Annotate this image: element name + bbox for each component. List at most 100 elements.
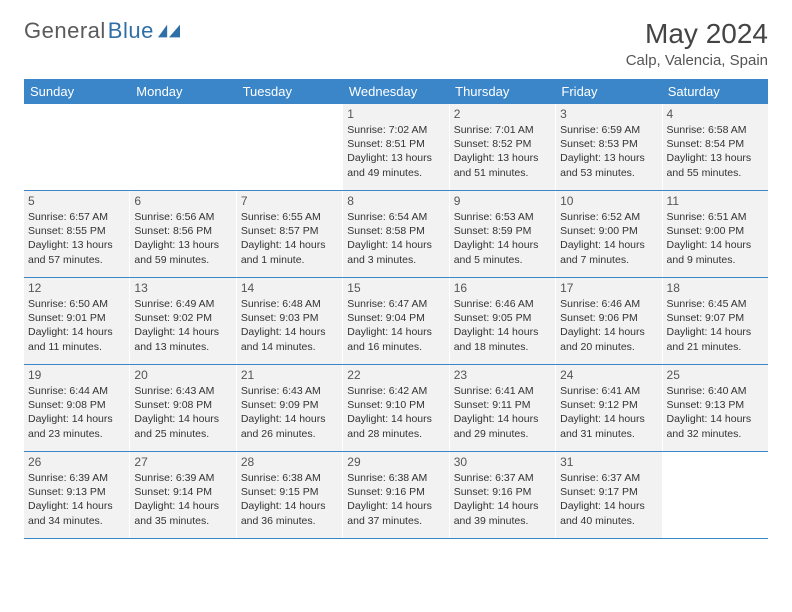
sunset-text: Sunset: 8:58 PM [347, 224, 444, 238]
daylight-text: Daylight: 14 hours and 23 minutes. [28, 412, 125, 440]
day-cell: 22Sunrise: 6:42 AMSunset: 9:10 PMDayligh… [343, 365, 449, 451]
weekday-header: Friday [555, 79, 661, 104]
day-cell: 20Sunrise: 6:43 AMSunset: 9:08 PMDayligh… [130, 365, 236, 451]
daylight-text: Daylight: 14 hours and 32 minutes. [667, 412, 764, 440]
weekday-header-row: SundayMondayTuesdayWednesdayThursdayFrid… [24, 79, 768, 104]
day-number: 15 [347, 281, 444, 295]
day-cell: 19Sunrise: 6:44 AMSunset: 9:08 PMDayligh… [24, 365, 130, 451]
daylight-text: Daylight: 13 hours and 59 minutes. [134, 238, 231, 266]
day-number: 13 [134, 281, 231, 295]
sunset-text: Sunset: 9:12 PM [560, 398, 657, 412]
day-number: 2 [454, 107, 551, 121]
sunrise-text: Sunrise: 6:54 AM [347, 210, 444, 224]
calendar: SundayMondayTuesdayWednesdayThursdayFrid… [24, 79, 768, 539]
day-number: 22 [347, 368, 444, 382]
day-number: 19 [28, 368, 125, 382]
daylight-text: Daylight: 14 hours and 35 minutes. [134, 499, 231, 527]
day-number: 27 [134, 455, 231, 469]
sunset-text: Sunset: 8:54 PM [667, 137, 764, 151]
brand-text-1: General [24, 18, 106, 44]
sunset-text: Sunset: 9:05 PM [454, 311, 551, 325]
sunrise-text: Sunrise: 6:57 AM [28, 210, 125, 224]
sunrise-text: Sunrise: 6:59 AM [560, 123, 657, 137]
daylight-text: Daylight: 14 hours and 36 minutes. [241, 499, 338, 527]
day-cell: 4Sunrise: 6:58 AMSunset: 8:54 PMDaylight… [663, 104, 768, 190]
sunrise-text: Sunrise: 6:38 AM [241, 471, 338, 485]
week-row: 26 Sunrise: 6:39 AM Sunset: 9:13 PM Dayligh… [24, 452, 768, 539]
sunrise-text: Sunrise: 6:39 AM [134, 471, 231, 485]
sunrise-text: Sunrise: 7:02 AM [347, 123, 444, 137]
sunset-text: Sunset: 9:13 PM [667, 398, 764, 412]
sunset-text: Sunset: 8:53 PM [560, 137, 657, 151]
weekday-header: Tuesday [237, 79, 343, 104]
day-number: 21 [241, 368, 338, 382]
sunset-text: Sunset: 9:07 PM [667, 311, 764, 325]
sunset-text: Sunset: 9:01 PM [28, 311, 125, 325]
sunrise-text: Sunrise: 6:38 AM [347, 471, 444, 485]
day-number: 26 [28, 455, 125, 469]
daylight-text: Daylight: 14 hours and 39 minutes. [454, 499, 551, 527]
day-number: 23 [454, 368, 551, 382]
sunrise-text: Sunrise: 6:46 AM [454, 297, 551, 311]
header: GeneralBlue May 2024 Calp, Valencia, Spa… [24, 18, 768, 69]
day-cell: 16Sunrise: 6:46 AMSunset: 9:05 PMDayligh… [450, 278, 556, 364]
sunrise-text: Sunrise: 6:42 AM [347, 384, 444, 398]
sunset-text: Sunset: 9:08 PM [28, 398, 125, 412]
brand-text-2: Blue [108, 18, 154, 44]
daylight-text: Daylight: 13 hours and 49 minutes. [347, 151, 444, 179]
day-number: 28 [241, 455, 338, 469]
day-cell: 27 Sunrise: 6:39 AMSunset: 9:14 PMDayligh… [130, 452, 236, 538]
day-cell: 11Sunrise: 6:51 AMSunset: 9:00 PMDayligh… [663, 191, 768, 277]
day-cell [663, 452, 768, 538]
daylight-text: Daylight: 14 hours and 16 minutes. [347, 325, 444, 353]
sunset-text: Sunset: 9:11 PM [454, 398, 551, 412]
sunset-text: Sunset: 8:51 PM [347, 137, 444, 151]
sunset-text: Sunset: 9:08 PM [134, 398, 231, 412]
daylight-text: Daylight: 14 hours and 31 minutes. [560, 412, 657, 440]
day-cell: 24Sunrise: 6:41 AMSunset: 9:12 PMDayligh… [556, 365, 662, 451]
sunrise-text: Sunrise: 6:40 AM [667, 384, 764, 398]
sunrise-text: Sunrise: 6:41 AM [454, 384, 551, 398]
sunrise-text: Sunrise: 6:49 AM [134, 297, 231, 311]
sail-icon [158, 24, 180, 38]
sunset-text: Sunset: 9:13 PM [28, 485, 125, 499]
daylight-text: Daylight: 14 hours and 9 minutes. [667, 238, 764, 266]
daylight-text: Daylight: 14 hours and 11 minutes. [28, 325, 125, 353]
daylight-text: Daylight: 14 hours and 13 minutes. [134, 325, 231, 353]
day-number: 16 [454, 281, 551, 295]
sunset-text: Sunset: 9:03 PM [241, 311, 338, 325]
sunrise-text: Sunrise: 6:50 AM [28, 297, 125, 311]
sunset-text: Sunset: 9:14 PM [134, 485, 231, 499]
sunrise-text: Sunrise: 6:45 AM [667, 297, 764, 311]
sunset-text: Sunset: 9:17 PM [560, 485, 657, 499]
sunrise-text: Sunrise: 6:51 AM [667, 210, 764, 224]
sunset-text: Sunset: 9:10 PM [347, 398, 444, 412]
day-cell: 21Sunrise: 6:43 AMSunset: 9:09 PMDayligh… [237, 365, 343, 451]
sunrise-text: Sunrise: 6:43 AM [134, 384, 231, 398]
week-row: 19Sunrise: 6:44 AMSunset: 9:08 PMDayligh… [24, 365, 768, 452]
day-cell: 14Sunrise: 6:48 AMSunset: 9:03 PMDayligh… [237, 278, 343, 364]
weekday-header: Saturday [662, 79, 768, 104]
day-number: 18 [667, 281, 764, 295]
day-cell: 9Sunrise: 6:53 AMSunset: 8:59 PMDaylight… [450, 191, 556, 277]
day-number: 6 [134, 194, 231, 208]
day-number: 14 [241, 281, 338, 295]
weekday-header: Monday [130, 79, 236, 104]
daylight-text: Daylight: 14 hours and 3 minutes. [347, 238, 444, 266]
day-number: 7 [241, 194, 338, 208]
day-number: 10 [560, 194, 657, 208]
week-row: 1Sunrise: 7:02 AMSunset: 8:51 PMDaylight… [24, 104, 768, 191]
day-cell: 25Sunrise: 6:40 AMSunset: 9:13 PMDayligh… [663, 365, 768, 451]
daylight-text: Daylight: 14 hours and 37 minutes. [347, 499, 444, 527]
sunrise-text: Sunrise: 6:53 AM [454, 210, 551, 224]
sunrise-text: Sunrise: 6:58 AM [667, 123, 764, 137]
sunrise-text: Sunrise: 6:52 AM [560, 210, 657, 224]
sunset-text: Sunset: 8:55 PM [28, 224, 125, 238]
day-cell: 17Sunrise: 6:46 AMSunset: 9:06 PMDayligh… [556, 278, 662, 364]
day-number: 3 [560, 107, 657, 121]
day-cell: 8Sunrise: 6:54 AMSunset: 8:58 PMDaylight… [343, 191, 449, 277]
day-cell: 10Sunrise: 6:52 AMSunset: 9:00 PMDayligh… [556, 191, 662, 277]
page-root: GeneralBlue May 2024 Calp, Valencia, Spa… [0, 0, 792, 551]
week-row: 12Sunrise: 6:50 AMSunset: 9:01 PMDayligh… [24, 278, 768, 365]
daylight-text: Daylight: 14 hours and 21 minutes. [667, 325, 764, 353]
